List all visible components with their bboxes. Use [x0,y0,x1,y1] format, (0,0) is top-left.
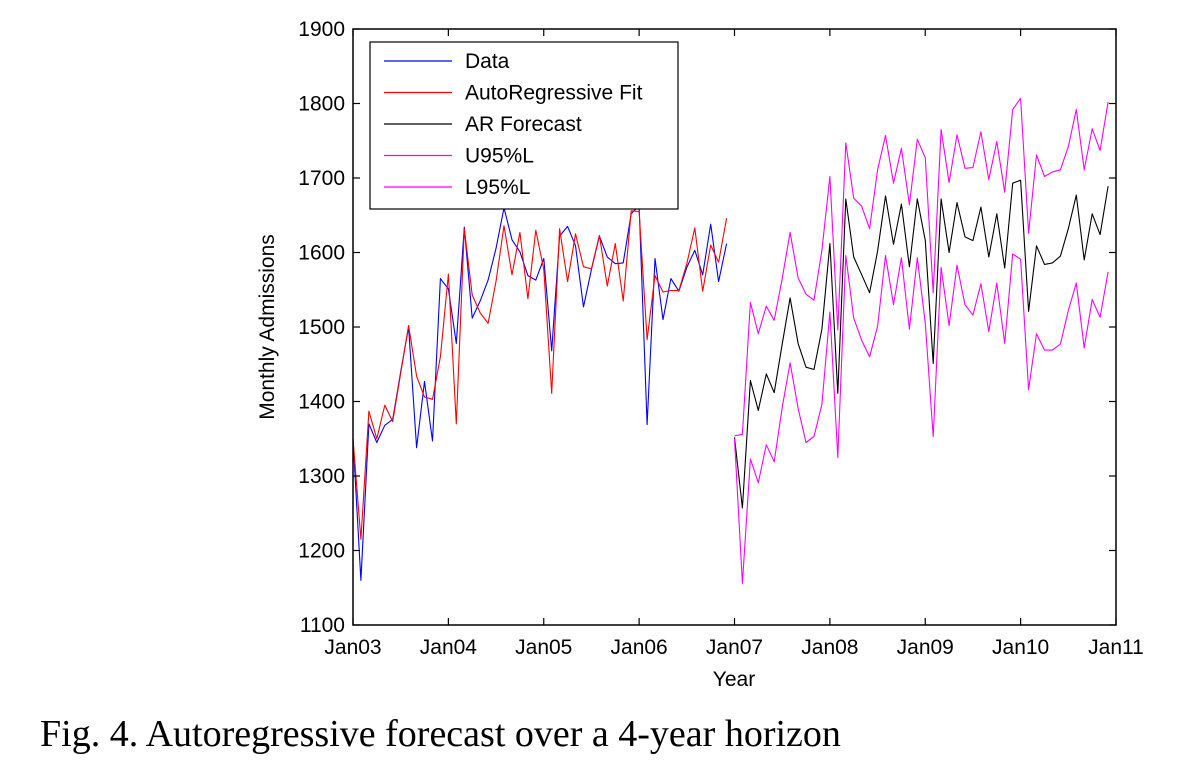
series-line-autoregressive-fit [352,210,728,540]
y-tick-label: 1800 [298,93,345,116]
legend-label: Data [465,50,510,73]
x-tick-label: Jan09 [897,636,954,659]
y-tick-label: 1700 [298,167,345,190]
legend-label: L95%L [465,176,530,199]
axis-ticks: 1100 1200 1300 1400 1500 1600 1700 1800 1900 Jan0… [298,18,1144,659]
line-chart: 1100 1200 1300 1400 1500 1600 1700 1800 1900 Jan0… [256,18,1144,691]
y-tick-label: 1500 [298,316,345,339]
figure-caption: Fig. 4. Autoregressive forecast over a 4… [40,713,841,755]
y-tick-label: 1300 [298,465,345,488]
x-tick-label: Jan11 [1088,636,1144,659]
x-tick-label: Jan03 [324,636,381,659]
plot-lines [352,97,1109,584]
y-axis-title: Monthly Admissions [256,234,279,420]
x-tick-label: Jan08 [801,636,858,659]
x-tick-label: Jan07 [706,636,763,659]
y-tick-label: 1400 [298,391,345,414]
x-axis-title: Year [713,668,755,691]
legend-label: AR Forecast [465,113,582,136]
legend-box [369,41,679,210]
x-tick-label: Jan10 [992,636,1049,659]
y-tick-label: 1900 [298,18,345,41]
x-tick-label: Jan05 [515,636,572,659]
x-tick-label: Jan04 [420,636,478,659]
legend-label: AutoRegressive Fit [465,82,643,105]
series-line-ar-forecast [733,179,1109,509]
x-tick-label: Jan06 [611,636,668,659]
y-tick-label: 1600 [298,242,345,265]
series-line-u95-l [734,97,1109,437]
legend: Data AutoRegressive Fit AR Forecast U95%L L9… [369,41,679,210]
series-line-l95-l [733,253,1109,584]
y-tick-label: 1100 [300,614,345,637]
series-line-data [352,205,728,581]
legend-label: U95%L [465,145,534,168]
y-tick-label: 1200 [298,540,345,563]
